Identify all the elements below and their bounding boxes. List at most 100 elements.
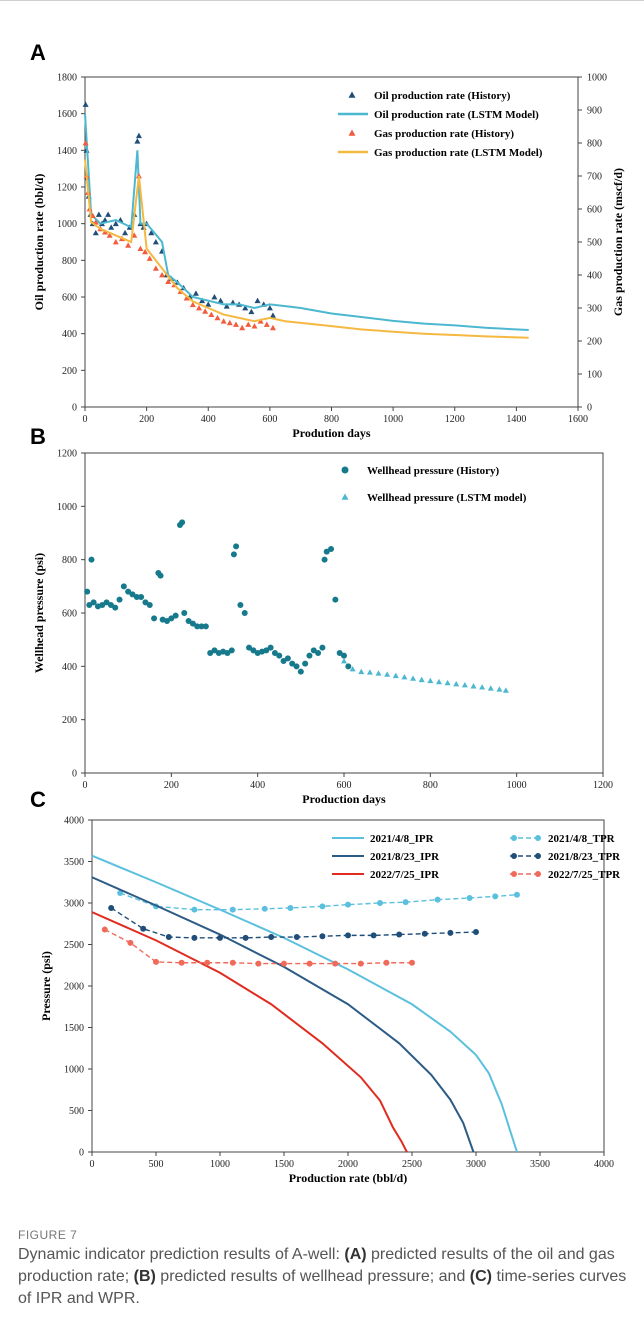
chart-b-series-0-point	[321, 556, 328, 563]
chart-c-y-tick-label: 1000	[64, 1065, 84, 1076]
chart-c-series-3-point	[319, 933, 326, 940]
chart-a-series-2-point	[142, 248, 149, 255]
chart-b-legend-label: Wellhead pressure (History)	[367, 465, 500, 477]
chart-b-y-tick-label: 0	[72, 769, 77, 780]
chart-b-series-0-point	[151, 615, 158, 622]
chart-b-legend-label: Wellhead pressure (LSTM model)	[367, 492, 527, 504]
chart-a-series-2-point	[263, 321, 270, 327]
chart-b-x-axis-label: Production days	[302, 792, 386, 806]
chart-c-series-5-point	[281, 960, 287, 967]
panel-letter-c: C	[30, 787, 46, 812]
chart-a-series-0-point	[152, 239, 159, 245]
chart-b-series-1-point	[435, 678, 442, 685]
chart-a-series-0-point	[211, 294, 218, 300]
chart-b-x-tick-label: 1200	[593, 780, 613, 791]
chart-a-legend-label: Gas production rate (LSTM Model)	[374, 147, 543, 159]
chart-c-legend-marker	[511, 835, 517, 841]
chart-c-legend-marker	[535, 835, 541, 841]
chart-c-x-tick-label: 3500	[530, 1159, 550, 1170]
chart-b-series-0-point	[284, 655, 291, 662]
chart-c-series-3-point	[165, 934, 172, 941]
chart-c-y-tick-label: 3000	[64, 899, 84, 910]
chart-b-series-0-point	[233, 543, 240, 550]
chart-b-series-0-point	[211, 647, 218, 654]
chart-c-series-5-point	[409, 959, 415, 966]
chart-a-series-2-point	[220, 318, 227, 324]
chart-b-y-tick-label: 200	[62, 715, 77, 726]
chart-c-series-1-point	[229, 906, 236, 913]
chart-c-legend-label: 2022/7/25_TPR	[548, 869, 621, 881]
chart-a-series-2-point	[165, 278, 172, 284]
chart-a-series-0-point	[254, 297, 261, 304]
chart-b-series-1-point	[479, 684, 486, 690]
chart-a-y2-tick-label: 900	[587, 106, 602, 117]
chart-a-series-2-point	[82, 140, 89, 146]
chart-a-series-1-line	[84, 113, 529, 331]
chart-c-legend-marker	[511, 853, 517, 859]
chart-b-y-axis-label: Wellhead pressure (psi)	[32, 553, 46, 673]
chart-a-y-tick-label: 1800	[57, 73, 77, 84]
caption-b-tag: (B)	[133, 1268, 156, 1285]
chart-a-series-0-point	[82, 101, 89, 107]
chart-b-series-0-point	[319, 644, 326, 651]
chart-c-series-1-point	[492, 893, 499, 900]
chart-b-series-0-point	[241, 610, 248, 616]
chart-c-x-tick-label: 0	[90, 1159, 95, 1170]
chart-a-series-2-point	[189, 301, 196, 308]
chart-b-y-tick-label: 1200	[57, 449, 77, 460]
chart-c-series-3-point	[345, 932, 351, 939]
chart-c-series-3-line	[110, 907, 477, 939]
chart-a-y-tick-label: 400	[62, 329, 77, 340]
chart-b-series-1-point	[502, 687, 509, 693]
chart-b-series-1-point	[496, 686, 503, 692]
chart-c-series-5-point	[204, 959, 211, 966]
chart-c-legend-label: 2021/8/23_IPR	[370, 851, 440, 863]
chart-b-series-0-point	[207, 650, 214, 656]
top-divider	[0, 0, 644, 1]
chart-a-series-2-point	[112, 239, 119, 245]
chart-b-series-0-point	[189, 620, 196, 627]
chart-a-series-0-point	[192, 290, 199, 296]
chart-b-series-0-point	[328, 546, 335, 552]
chart-a-x-tick-label: 800	[324, 414, 339, 425]
chart-c-series-3-point	[108, 904, 115, 911]
chart-a-legend-label: Oil production rate (History)	[374, 90, 511, 102]
chart-c-series-1-line	[119, 892, 518, 911]
chart-b-series-1-point	[470, 683, 477, 689]
chart-c-series-3-point	[421, 930, 428, 937]
chart-a-series-2-point	[183, 295, 190, 301]
chart-a-legend-label: Gas production rate (History)	[374, 128, 514, 140]
chart-c-series-3-point	[140, 925, 147, 932]
chart-c-series-3-point	[242, 934, 249, 941]
chart-c-y-tick-label: 4000	[64, 816, 84, 827]
chart-a-x-tick-label: 1200	[445, 414, 465, 425]
chart-c-legend-marker	[511, 871, 517, 877]
chart-b-series-0-point	[224, 650, 231, 656]
chart-a-legend-marker	[348, 91, 356, 98]
chart-a-series-2-point	[146, 255, 153, 261]
chart-a-y2-tick-label: 700	[587, 172, 602, 183]
chart-b-x-tick-label: 0	[83, 780, 88, 791]
chart-b-series-1-point	[418, 676, 425, 683]
chart-b-series-0-point	[315, 650, 322, 656]
chart-b-series-0-point	[306, 652, 313, 659]
chart-a-y-axis-label: Oil production rate (bbl/d)	[32, 174, 46, 311]
chart-b-series-0-point	[103, 599, 110, 606]
chart-a-x-tick-label: 400	[201, 414, 216, 425]
chart-b-series-0-point	[168, 615, 175, 622]
chart-b-series-0-point	[297, 668, 304, 675]
chart-b-x-tick-label: 800	[423, 780, 438, 791]
chart-b-series-0-point	[157, 572, 164, 579]
chart-b-series-0-point	[293, 663, 300, 670]
chart-c-x-tick-label: 3000	[466, 1159, 486, 1170]
chart-c-y-tick-label: 2500	[64, 940, 84, 951]
chart-a-series-2-point	[232, 321, 239, 327]
chart-c-series-5-point	[357, 960, 364, 967]
chart-c-legend-label: 2021/4/8_IPR	[370, 833, 435, 845]
chart-c-y-tick-label: 0	[79, 1148, 84, 1159]
chart-c-series-1-point	[377, 900, 383, 906]
chart-b-series-0-point	[99, 602, 106, 608]
chart-a-x-tick-label: 200	[139, 414, 154, 425]
caption-c-tag: (C)	[469, 1268, 493, 1285]
chart-a-y2-tick-label: 600	[587, 205, 602, 216]
